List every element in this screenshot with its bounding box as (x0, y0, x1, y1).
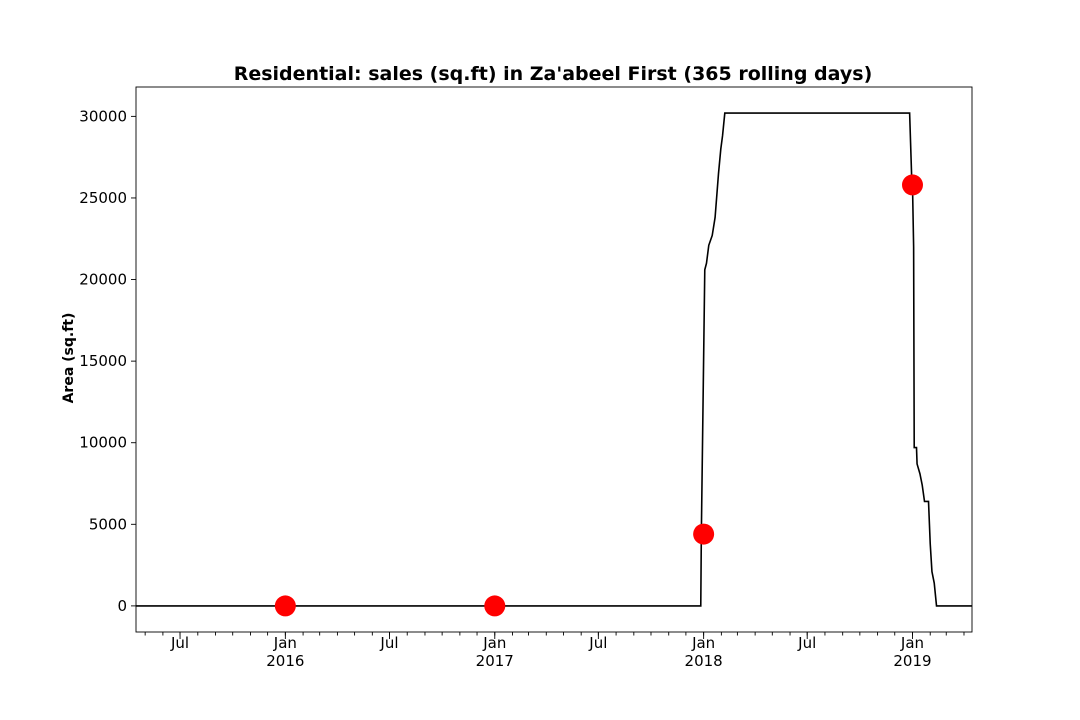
y-axis-label: Area (sq.ft) (61, 313, 77, 404)
series-line (136, 112, 972, 607)
y-tick-label: 25000 (79, 189, 127, 207)
scatter-point (484, 595, 506, 617)
x-tick-label: Jul (379, 634, 398, 652)
y-tick-label: 10000 (79, 434, 127, 452)
chart-title: Residential: sales (sq.ft) in Za'abeel F… (234, 63, 873, 85)
x-tick-label: Jan (900, 634, 924, 652)
x-tick-label: Jul (170, 634, 189, 652)
y-tick-label: 0 (117, 597, 127, 615)
x-tick-sublabel: 2019 (893, 652, 931, 670)
axes-frame (135, 86, 973, 633)
scatter-point (274, 595, 296, 617)
x-tick-label: Jan (273, 634, 297, 652)
scatter-point (901, 174, 923, 196)
x-tick-sublabel: 2016 (266, 652, 304, 670)
x-tick-sublabel: 2018 (685, 652, 723, 670)
scatter-point (693, 523, 715, 545)
x-tick-label: Jan (691, 634, 715, 652)
x-tick-sublabel: 2017 (476, 652, 514, 670)
y-tick-label: 5000 (89, 515, 127, 533)
x-tick-label: Jan (482, 634, 506, 652)
y-tick-label: 30000 (79, 107, 127, 125)
y-tick-label: 20000 (79, 271, 127, 289)
y-tick-label: 15000 (79, 352, 127, 370)
x-tick-label: Jul (588, 634, 607, 652)
x-tick-label: Jul (797, 634, 816, 652)
